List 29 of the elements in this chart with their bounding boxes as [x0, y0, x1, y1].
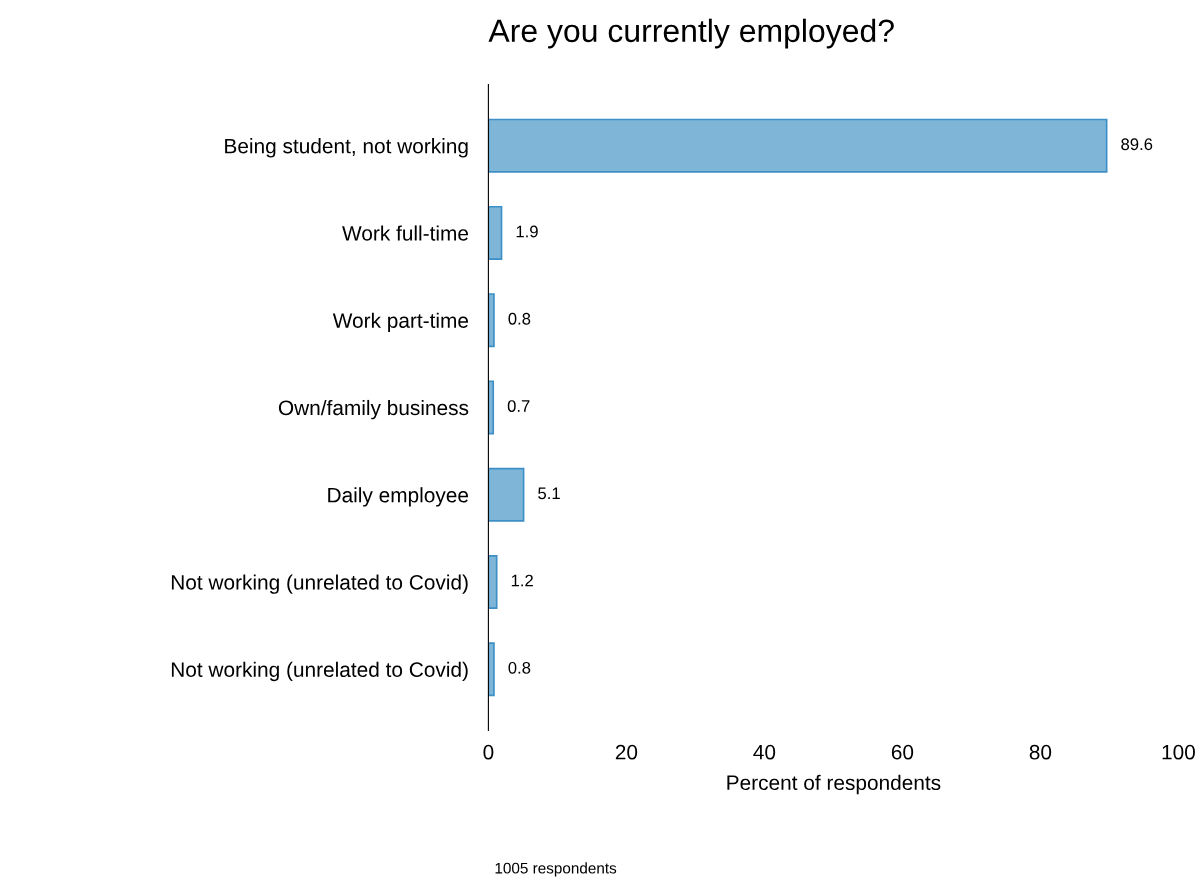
text: 1005 respondents — [495, 862, 617, 877]
data-label: 0.8 — [508, 312, 531, 325]
bar — [488, 118, 1108, 173]
y-tick-label: Work full-time — [342, 225, 469, 241]
x-tick-label: 100 — [1162, 744, 1195, 760]
y-tick-label: Daily employee — [328, 487, 469, 507]
x-axis-title: Percent of respondents — [727, 774, 941, 795]
y-tick-label: Being student, not working — [225, 138, 468, 158]
bar — [488, 642, 495, 697]
x-tick-label: 0 — [483, 744, 494, 760]
data-label: 89.6 — [1121, 138, 1153, 151]
chart-title: Are you currently employed? — [488, 18, 894, 49]
y-tick-label: Not working (unrelated to Covid) — [171, 574, 468, 594]
data-label: 5.1 — [538, 487, 560, 500]
y-tick-label: Own/family business — [278, 399, 469, 420]
x-tick-label: 40 — [753, 744, 776, 760]
data-label: 0.8 — [508, 661, 531, 674]
y-tick-label: Not working (unrelated to Covid) — [171, 661, 468, 682]
y-tick-label: Work part-time — [332, 312, 469, 333]
data-label: 1.9 — [516, 225, 538, 238]
bar — [488, 554, 498, 610]
x-tick-label: 80 — [1029, 744, 1052, 760]
bar — [488, 293, 495, 348]
data-label: 0.7 — [507, 400, 530, 412]
x-tick-label: 20 — [615, 744, 638, 760]
x-tick-label: 60 — [891, 744, 914, 760]
data-label: 1.2 — [511, 574, 533, 587]
bar — [488, 205, 503, 260]
bar — [488, 467, 525, 522]
